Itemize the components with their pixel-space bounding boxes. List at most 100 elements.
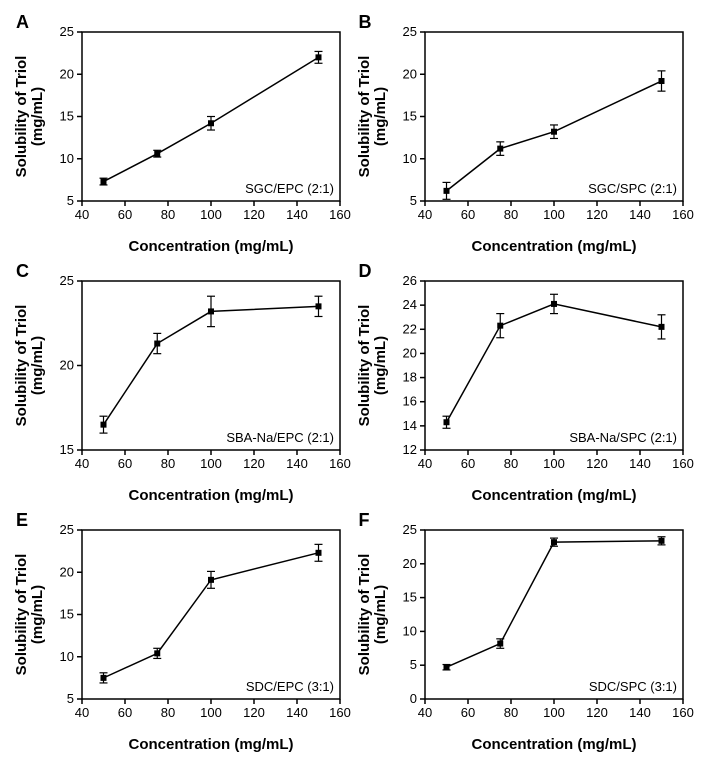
y-axis-title: Solubility of Triol(mg/mL) [13, 305, 46, 427]
y-tick-label: 5 [409, 657, 416, 672]
y-tick-label: 15 [60, 109, 74, 124]
y-tick-label: 25 [60, 522, 74, 537]
data-marker [551, 301, 556, 306]
x-tick-label: 120 [586, 705, 608, 720]
y-tick-label: 10 [60, 649, 74, 664]
x-tick-label: 160 [672, 705, 694, 720]
y-tick-label: 22 [402, 321, 416, 336]
y-tick-label: 5 [409, 193, 416, 208]
x-tick-label: 160 [329, 456, 351, 471]
x-tick-label: 80 [161, 207, 175, 222]
x-tick-label: 40 [75, 705, 89, 720]
y-tick-label: 15 [402, 590, 416, 605]
x-axis-title: Concentration (mg/mL) [471, 736, 636, 753]
y-tick-label: 10 [402, 151, 416, 166]
x-tick-label: 140 [286, 456, 308, 471]
y-axis-title: Solubility of Triol(mg/mL) [13, 554, 46, 676]
data-marker [659, 79, 664, 84]
data-marker [444, 188, 449, 193]
data-marker [497, 323, 502, 328]
panel-b: B406080100120140160510152025Concentratio… [353, 10, 696, 259]
y-tick-label: 20 [60, 66, 74, 81]
x-tick-label: 80 [161, 456, 175, 471]
y-tick-label: 25 [60, 24, 74, 39]
y-axis-title: Solubility of Triol(mg/mL) [13, 56, 46, 178]
data-marker [209, 121, 214, 126]
data-marker [209, 577, 214, 582]
x-tick-label: 40 [417, 207, 431, 222]
x-tick-label: 40 [417, 456, 431, 471]
x-tick-label: 80 [503, 207, 517, 222]
data-marker [101, 675, 106, 680]
x-tick-label: 140 [629, 207, 651, 222]
x-tick-label: 100 [543, 207, 565, 222]
panel-letter: A [16, 12, 29, 33]
y-tick-label: 25 [60, 273, 74, 288]
data-marker [497, 146, 502, 151]
x-tick-label: 140 [629, 456, 651, 471]
panel-c: C406080100120140160152025Concentration (… [10, 259, 353, 508]
y-tick-label: 16 [402, 394, 416, 409]
y-tick-label: 26 [402, 273, 416, 288]
x-tick-label: 100 [200, 705, 222, 720]
x-tick-label: 100 [200, 456, 222, 471]
x-tick-label: 160 [329, 207, 351, 222]
panel-e: E406080100120140160510152025Concentratio… [10, 508, 353, 757]
data-marker [551, 540, 556, 545]
x-tick-label: 160 [672, 456, 694, 471]
x-tick-label: 140 [629, 705, 651, 720]
y-axis-title: Solubility of Triol(mg/mL) [356, 554, 389, 676]
panel-letter: F [359, 510, 370, 531]
x-tick-label: 120 [243, 456, 265, 471]
y-axis-title: Solubility of Triol(mg/mL) [356, 305, 389, 427]
data-marker [155, 341, 160, 346]
y-tick-label: 5 [67, 691, 74, 706]
y-tick-label: 14 [402, 418, 416, 433]
panel-letter: C [16, 261, 29, 282]
y-tick-label: 5 [67, 193, 74, 208]
x-tick-label: 140 [286, 207, 308, 222]
data-marker [316, 55, 321, 60]
data-marker [101, 179, 106, 184]
data-marker [659, 324, 664, 329]
data-marker [551, 129, 556, 134]
y-axis-title: Solubility of Triol(mg/mL) [356, 56, 389, 178]
x-tick-label: 100 [200, 207, 222, 222]
x-tick-label: 60 [460, 705, 474, 720]
data-marker [659, 538, 664, 543]
y-tick-label: 20 [402, 556, 416, 571]
data-marker [155, 651, 160, 656]
panel-d: D4060801001201401601214161820222426Conce… [353, 259, 696, 508]
data-marker [316, 550, 321, 555]
x-axis-title: Concentration (mg/mL) [129, 487, 294, 504]
panel-letter: D [359, 261, 372, 282]
x-tick-label: 60 [460, 207, 474, 222]
data-marker [155, 151, 160, 156]
x-tick-label: 80 [503, 456, 517, 471]
data-marker [209, 309, 214, 314]
x-axis-title: Concentration (mg/mL) [471, 487, 636, 504]
y-tick-label: 10 [402, 623, 416, 638]
x-tick-label: 160 [329, 705, 351, 720]
data-marker [444, 665, 449, 670]
data-marker [316, 304, 321, 309]
y-tick-label: 24 [402, 297, 416, 312]
x-tick-label: 100 [543, 456, 565, 471]
x-tick-label: 40 [75, 456, 89, 471]
legend-label: SGC/SPC (2:1) [588, 181, 677, 196]
x-tick-label: 120 [243, 705, 265, 720]
y-tick-label: 20 [60, 358, 74, 373]
panel-letter: B [359, 12, 372, 33]
x-tick-label: 140 [286, 705, 308, 720]
x-tick-label: 80 [503, 705, 517, 720]
x-tick-label: 40 [75, 207, 89, 222]
data-marker [444, 420, 449, 425]
panel-letter: E [16, 510, 28, 531]
y-tick-label: 20 [60, 564, 74, 579]
x-tick-label: 160 [672, 207, 694, 222]
x-tick-label: 80 [161, 705, 175, 720]
y-tick-label: 15 [60, 442, 74, 457]
chart-grid: A 40 60 80 100 120 140 160 5 10 15 20 25 Concentratio… [10, 10, 695, 757]
x-tick-label: 40 [417, 705, 431, 720]
x-tick-label: 60 [118, 207, 132, 222]
